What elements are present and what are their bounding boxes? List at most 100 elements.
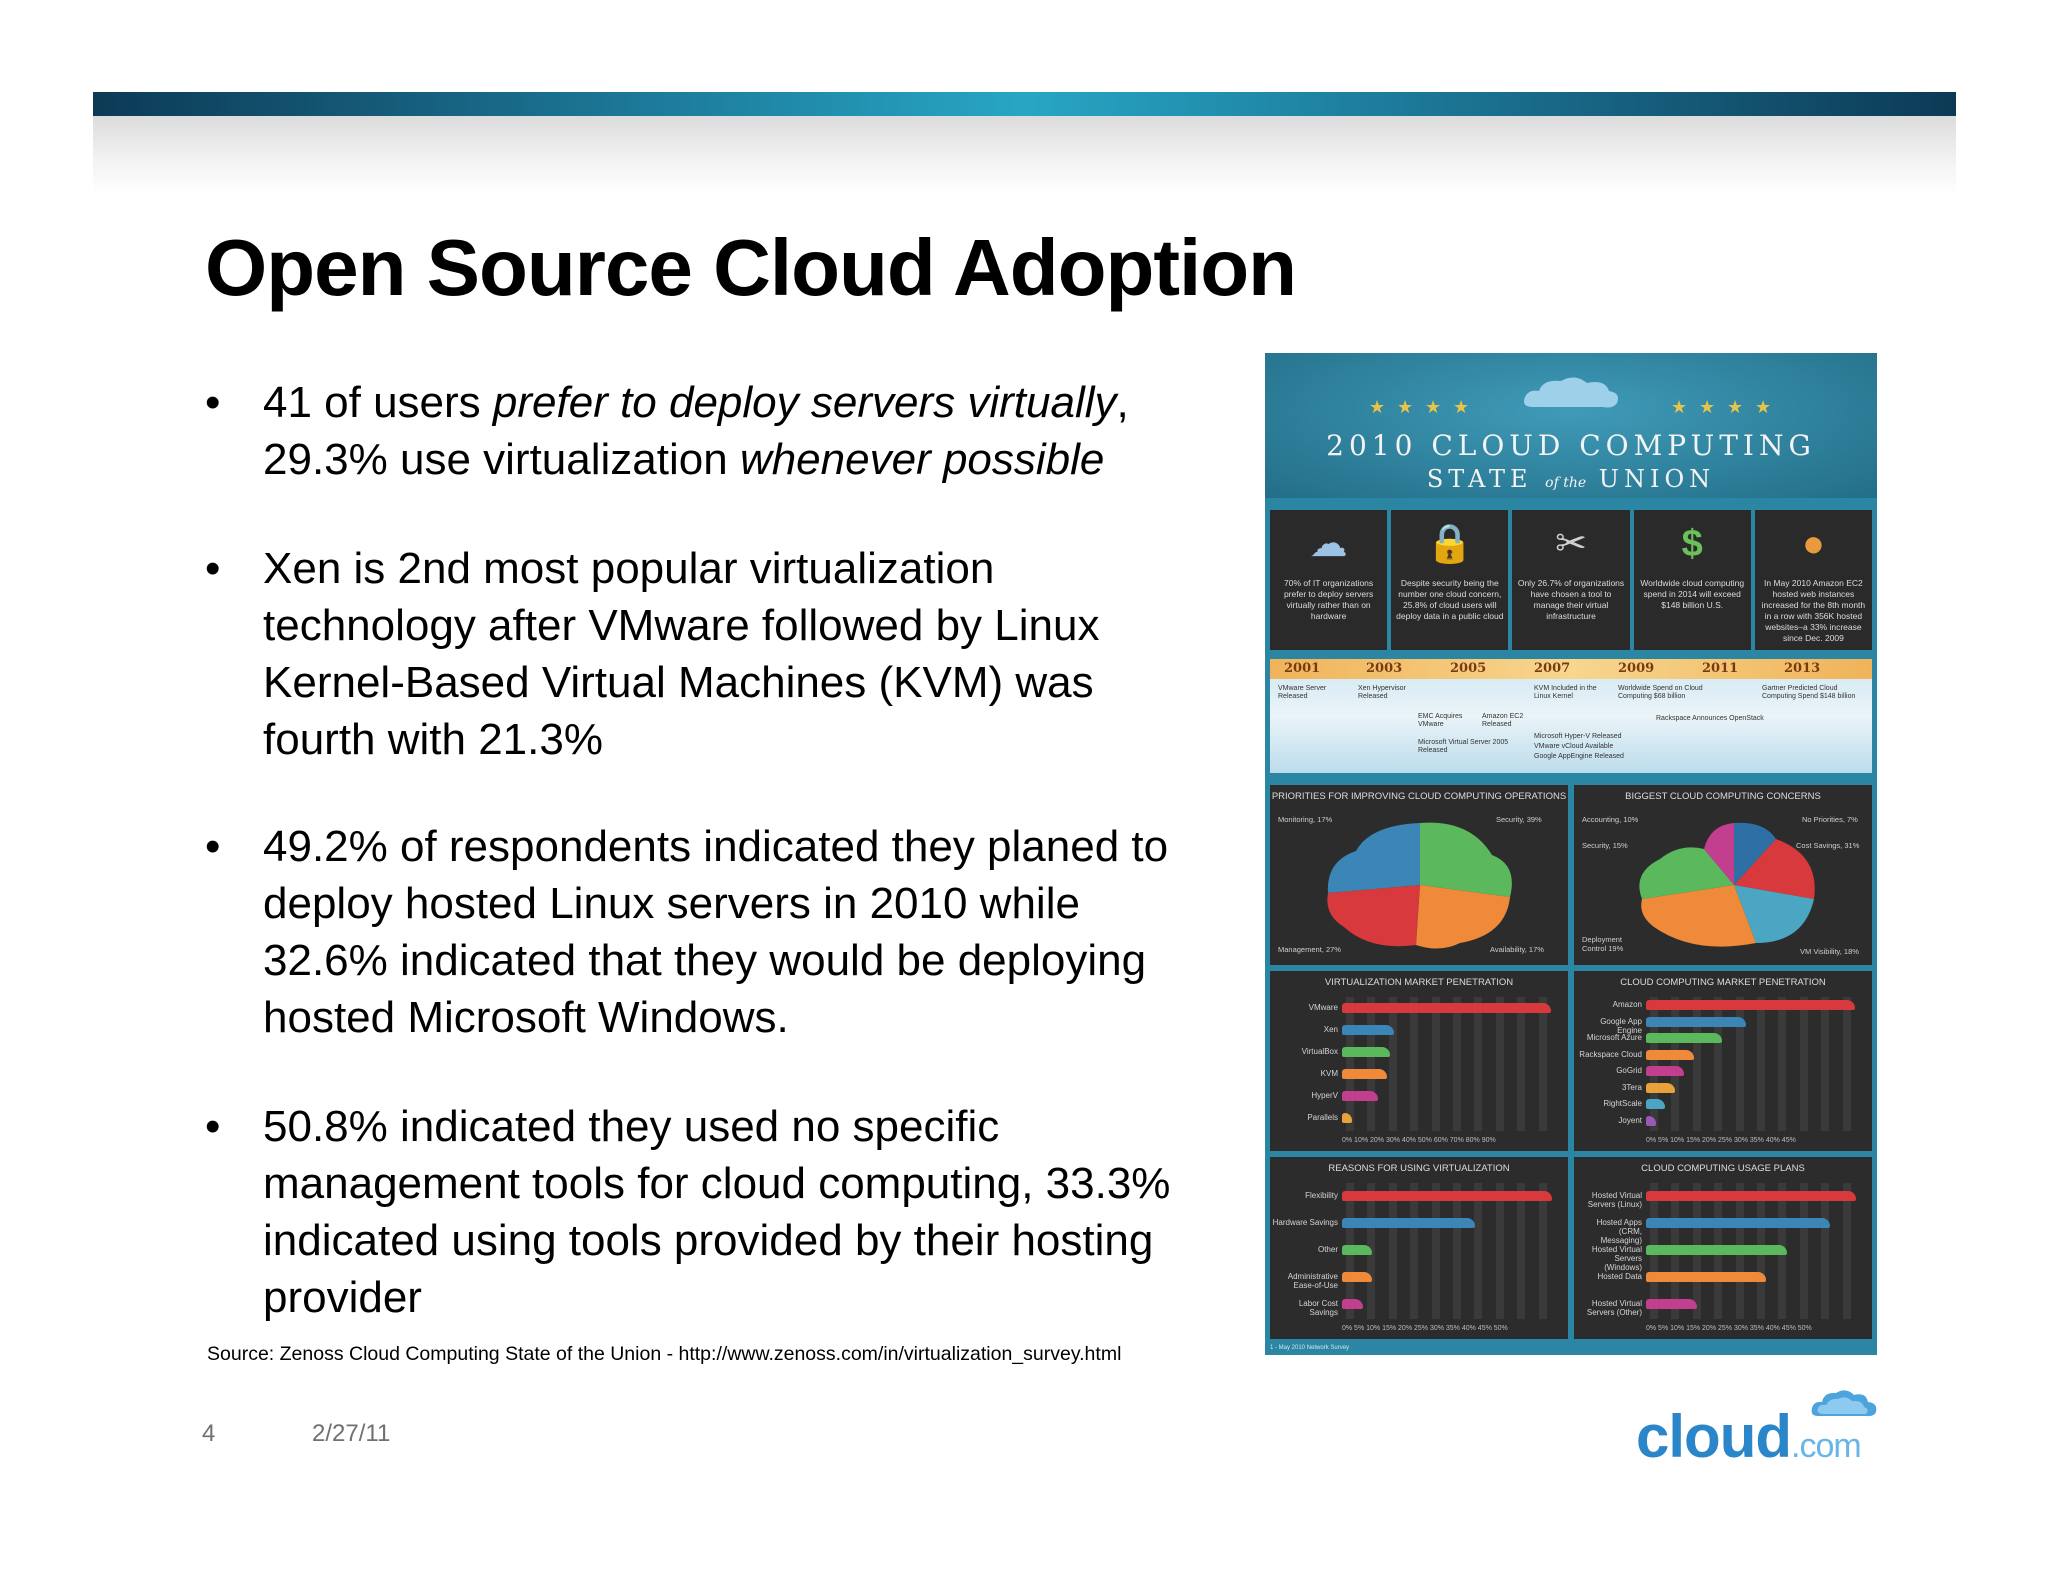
cloud-icon: ☁ [1309,523,1348,565]
bar [1646,1016,1746,1027]
grid-stripe [1495,1183,1504,1319]
dollar-icon: $ [1681,523,1703,565]
usage-plans-chart: CLOUD COMPUTING USAGE PLANS Hosted Virtu… [1574,1157,1872,1339]
stat-card: $ Worldwide cloud computing spend in 2014… [1633,510,1751,650]
pie-slice-vm-visibility [1734,885,1814,943]
timeline-year: 2011 [1702,661,1739,676]
bar-label: Microsoft Azure [1586,1033,1642,1043]
bullet-text: 41 of users prefer to deploy servers vir… [263,374,1205,488]
timeline-event: Amazon EC2 Released [1482,713,1524,728]
timeline-event: Rackspace Announces OpenStack [1656,715,1764,722]
bar [1342,1191,1552,1202]
star-icon: ★ [1397,397,1414,417]
stat-card: ☁ 70% of IT organizations prefer to deplo… [1270,510,1388,650]
grid-stripe [1367,997,1376,1131]
pie-slice-cost-savings [1734,839,1815,899]
timeline-year: 2007 [1534,661,1571,676]
timeline-event: Worldwide Spend on Cloud Computing $68 b… [1618,685,1703,700]
bar [1342,1091,1378,1101]
bar-label: Hosted Virtual Servers (Other) [1586,1298,1642,1317]
bar [1342,1298,1364,1309]
bullet-item: • 49.2% of respondents indicated they pl… [205,818,1205,1046]
bar-label: Labor Cost Savings [1298,1298,1338,1317]
bar-label: Hardware Savings [1272,1218,1338,1228]
logo-cloud-icon [1811,1390,1877,1417]
pie-slice-deployment-control [1641,885,1756,947]
bar [1342,1218,1475,1229]
infographic-footnote: 1 - May 2010 Network Survey [1270,1345,1350,1351]
bar [1646,1033,1723,1044]
grid-stripe [1346,997,1354,1131]
grid-stripe [1410,1183,1419,1319]
timeline-event: Microsoft Virtual Server 2005 Released [1418,739,1509,754]
bar [1342,1025,1395,1035]
bar-label: Flexibility [1305,1191,1338,1201]
slide-number: 4 [202,1420,216,1447]
pie-label: No Priorities, 7% [1802,815,1858,824]
timeline-event: Xen Hypervisor Released [1358,685,1406,700]
grid-stripe [1692,997,1701,1131]
grid-stripe [1538,997,1547,1131]
timeline-year: 2013 [1784,661,1821,676]
bar [1646,1049,1694,1060]
star-icon: ★ [1699,397,1716,417]
bar [1342,1113,1352,1123]
grid-stripe [1495,997,1504,1131]
pie-slice-security [1420,822,1512,897]
pie-label: Management, 27% [1278,945,1341,954]
grid-stripe [1431,1183,1440,1319]
stat-text: 70% of IT organizations prefer to deploy… [1283,578,1374,621]
bar [1646,1000,1856,1011]
bullet-text-run: 41 of users [263,378,493,427]
bullet-text: 50.8% indicated they used no specific ma… [263,1102,1171,1322]
timeline-band [1270,659,1872,679]
stat-text: Despite security being the number one cl… [1396,578,1504,621]
subtitle-of-the: of the [1545,475,1587,491]
bar-label: KVM [1320,1069,1338,1078]
grid-stripe [1650,997,1658,1131]
grid-stripe [1474,1183,1483,1319]
pie-slice-no-priorities [1734,822,1776,885]
bar [1646,1115,1656,1126]
grid-stripe [1821,997,1830,1131]
bar [1646,1099,1666,1110]
axis-ticks: 0% 10% 20% 30% 40% 50% 60% 70% 80% 90% [1342,1137,1496,1144]
bullet-marker: • [205,544,221,593]
bar-label: VMware [1308,1003,1338,1012]
bar-label: Parallels [1307,1113,1338,1122]
timeline-year: 2001 [1284,661,1321,676]
infographic-subtitle: STATE of the UNION [1265,465,1877,493]
timeline-year: 2003 [1366,661,1403,676]
chart-title: CLOUD COMPUTING MARKET PENETRATION [1620,977,1826,988]
stat-card: ✂ Only 26.7% of organizations have chosen… [1512,510,1630,650]
bar-label: Administrative Ease-of-Use [1287,1271,1338,1290]
grid-stripe [1453,997,1461,1131]
pie-slice-availability [1416,885,1510,949]
pie-label: Monitoring, 17% [1278,815,1333,824]
stat-card: ● In May 2010 Amazon EC2 hosted web insta… [1754,510,1873,650]
grid-stripe [1714,997,1723,1131]
grid-stripe [1410,997,1419,1131]
lock-icon: 🔒 [1426,523,1474,565]
priorities-chart: PRIORITIES FOR IMPROVING CLOUD COMPUTING… [1270,785,1568,965]
grid-stripe [1388,1183,1397,1319]
source-citation: Source: Zenoss Cloud Computing State of … [207,1343,1122,1365]
bullet-item: • Xen is 2nd most popular virtualization… [205,540,1205,768]
star-icon: ★ [1727,397,1744,417]
infographic-title: 2010 CLOUD COMPUTING [1326,429,1816,462]
bar-label: GoGrid [1616,1066,1642,1076]
grid-stripe [1431,997,1440,1131]
grid-stripe [1517,1183,1526,1319]
bullet-text: Xen is 2nd most popular virtualization t… [263,544,1100,764]
stat-card: 🔒 Despite security being the number one c… [1391,510,1509,650]
bullet-text-run: , 29.3% use virtualization [263,378,1129,484]
timeline-event: VMware Server Released [1278,685,1327,700]
bullet-marker: • [205,378,221,427]
bar [1646,1191,1856,1202]
bar [1342,1047,1390,1057]
axis-ticks: 0% 5% 10% 15% 20% 25% 30% 35% 40% 45% 50… [1646,1325,1812,1332]
grid-stripe [1388,997,1397,1131]
chart-title: REASONS FOR USING VIRTUALIZATION [1328,1163,1510,1174]
bar-label: HyperV [1311,1091,1338,1100]
bar-label: Xen [1323,1025,1338,1034]
